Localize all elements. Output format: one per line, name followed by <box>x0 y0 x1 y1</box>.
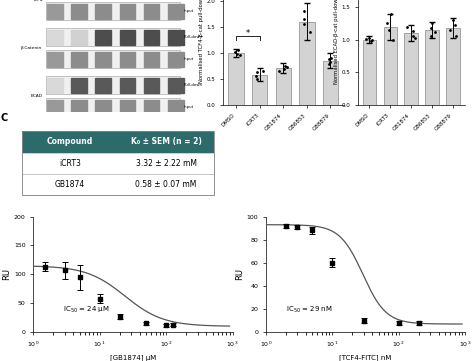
Bar <box>47 78 63 93</box>
Text: Input: Input <box>184 105 194 109</box>
Bar <box>71 4 87 19</box>
Bar <box>71 100 87 115</box>
Y-axis label: RU: RU <box>235 268 244 280</box>
Bar <box>144 100 159 115</box>
Text: GB1874: GB1874 <box>55 180 85 189</box>
Bar <box>168 52 183 67</box>
Bar <box>22 131 214 153</box>
Text: ECAD: ECAD <box>30 94 42 98</box>
FancyBboxPatch shape <box>46 50 180 68</box>
Bar <box>47 4 63 19</box>
Bar <box>71 52 87 67</box>
Text: 3.32 ± 2.22 mM: 3.32 ± 2.22 mM <box>136 159 197 168</box>
Y-axis label: Normalised ECAD-β-cat pull-down: Normalised ECAD-β-cat pull-down <box>334 0 339 84</box>
Bar <box>446 28 460 105</box>
Bar <box>252 74 267 105</box>
Bar <box>275 68 291 105</box>
Bar <box>119 4 135 19</box>
Text: TCF4: TCF4 <box>32 0 42 2</box>
Text: Pull-down: Pull-down <box>184 83 203 87</box>
Text: Compound: Compound <box>47 138 93 147</box>
Bar <box>71 30 87 45</box>
Bar <box>404 33 418 105</box>
Text: iCRT3: iCRT3 <box>59 159 81 168</box>
Bar <box>363 40 376 105</box>
Text: Input: Input <box>184 9 194 13</box>
Bar <box>47 52 63 67</box>
FancyBboxPatch shape <box>46 28 180 46</box>
Bar <box>168 4 183 19</box>
Bar <box>95 52 111 67</box>
Bar <box>228 53 244 105</box>
Text: IC$_{50}$ = 29 nM: IC$_{50}$ = 29 nM <box>286 304 332 314</box>
Bar <box>168 100 183 115</box>
FancyBboxPatch shape <box>46 76 180 94</box>
Bar <box>383 27 397 105</box>
Bar <box>168 30 183 45</box>
Text: K₀ ± SEM (n = 2): K₀ ± SEM (n = 2) <box>131 138 201 147</box>
Bar <box>71 78 87 93</box>
Text: *: * <box>246 29 250 38</box>
Bar <box>95 30 111 45</box>
Text: Pull-down: Pull-down <box>184 35 203 39</box>
Bar <box>47 30 63 45</box>
Bar <box>144 30 159 45</box>
Bar <box>323 61 338 105</box>
Bar <box>425 30 439 105</box>
Bar <box>119 100 135 115</box>
Bar <box>47 100 63 115</box>
Bar <box>119 30 135 45</box>
Bar <box>22 174 214 195</box>
FancyBboxPatch shape <box>46 2 180 20</box>
X-axis label: [GB1874] μM: [GB1874] μM <box>110 355 156 361</box>
Bar <box>119 78 135 93</box>
Text: Input: Input <box>184 57 194 61</box>
Bar <box>168 78 183 93</box>
Y-axis label: Normalised TCF4-β-cat pull-down: Normalised TCF4-β-cat pull-down <box>199 0 204 83</box>
Bar <box>144 4 159 19</box>
Bar <box>95 4 111 19</box>
Bar <box>95 100 111 115</box>
Bar <box>22 131 214 195</box>
Text: β-Catenin: β-Catenin <box>21 46 42 50</box>
Text: IC$_{50}$ = 24 μM: IC$_{50}$ = 24 μM <box>63 304 110 314</box>
Bar <box>22 153 214 174</box>
Bar <box>144 52 159 67</box>
X-axis label: [TCF4-FITC] nM: [TCF4-FITC] nM <box>339 355 392 361</box>
Y-axis label: RU: RU <box>2 268 11 280</box>
Text: 0.58 ± 0.07 mM: 0.58 ± 0.07 mM <box>136 180 197 189</box>
Text: C: C <box>0 113 8 123</box>
Bar <box>299 22 315 105</box>
Bar <box>119 52 135 67</box>
Bar <box>144 78 159 93</box>
FancyBboxPatch shape <box>46 98 180 116</box>
Bar <box>95 78 111 93</box>
